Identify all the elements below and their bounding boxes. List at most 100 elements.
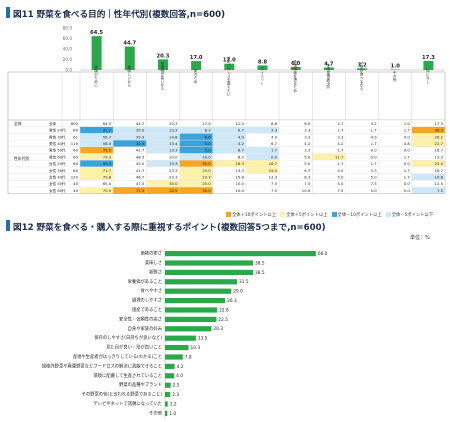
table-cell-bg (212, 160, 246, 167)
legend-item: 全体－10ポイント以上 (331, 212, 382, 218)
table-cell-bg (80, 173, 113, 181)
table-cell: 0.0 (404, 188, 411, 193)
table-cell-bg (80, 147, 113, 154)
row-label: 女性 20代 (49, 161, 66, 166)
table-cell-bg (312, 126, 346, 134)
table-cell: 7.5 (371, 181, 378, 186)
column-header: 美味しいから (127, 64, 132, 87)
table-cell: 7.5 (337, 188, 344, 193)
table-cell-bg (146, 147, 180, 154)
table-cell: 39.3 (136, 134, 145, 139)
y-tick-label: 20.0 (63, 57, 73, 62)
bar (165, 354, 183, 360)
bar (165, 260, 253, 266)
data-label: 6.0 (291, 61, 301, 67)
table-cell: 6.7 (238, 128, 245, 133)
table-cell-bg (279, 126, 313, 134)
table-cell-bg (246, 147, 279, 154)
table-cell-bg (412, 133, 445, 140)
table-cell-bg (246, 180, 279, 187)
data-label: 7.8 (185, 354, 192, 360)
row-label: 男性 60代 (49, 154, 66, 159)
table-cell: 5.0 (337, 175, 344, 180)
table-cell: 70.0 (103, 188, 112, 193)
data-label: 66.0 (318, 251, 328, 257)
table-cell: 3.2 (371, 121, 378, 126)
row-n: 120 (71, 175, 79, 180)
table-cell: 6.7 (238, 148, 245, 153)
table-cell-bg (412, 120, 445, 127)
table-cell-bg (345, 133, 379, 140)
table-cell: 7.5 (437, 188, 444, 193)
table-cell: 0.0 (404, 148, 411, 153)
data-label: 38.5 (255, 270, 265, 276)
table-cell-bg (179, 147, 213, 154)
table-cell: 23.3 (169, 168, 178, 173)
table-cell: 1.7 (371, 141, 378, 146)
figure11-title-marker (6, 7, 10, 18)
table-cell: 7.5 (271, 181, 278, 186)
table-cell-bg (179, 180, 213, 187)
table-cell: 0.8 (404, 141, 411, 146)
table-cell-bg (246, 126, 279, 134)
table-cell: 71.7 (103, 168, 112, 173)
table-cell-bg (345, 147, 379, 154)
category-label: 規格外野菜や廃棄野菜などフードロスの解決に貢献できること (42, 362, 162, 369)
table-cell-bg (80, 120, 113, 127)
data-label: 1.0 (169, 411, 176, 417)
table-cell-bg (80, 187, 113, 194)
table-cell: 30.0 (202, 161, 211, 166)
data-label: 1.2 (170, 401, 177, 407)
table-cell: 48.3 (136, 154, 145, 159)
table-cell-bg (378, 120, 412, 127)
category-label: その野菜の旬(と言われる野菜であること) (82, 391, 163, 398)
table-cell-bg (179, 160, 213, 167)
table-cell-bg (279, 153, 313, 160)
table-cell-bg (113, 140, 147, 147)
table-cell: 0.0 (371, 154, 378, 159)
table-cell: 6.7 (304, 168, 311, 173)
data-label: 31.5 (239, 279, 249, 285)
table-cell: 4.9 (238, 134, 245, 139)
table-cell: 30.0 (202, 188, 211, 193)
column-header: 特になし (425, 68, 430, 83)
category-label: 安全性・信頼性の高さ (119, 315, 162, 322)
table-cell: 12.0 (235, 121, 244, 126)
table-cell: 41.7 (136, 168, 145, 173)
category-label: 自身や家族の好み (128, 325, 163, 332)
table-cell: 1.7 (337, 148, 344, 153)
table-cell-bg (179, 140, 213, 147)
table-cell-bg (146, 133, 180, 140)
table-cell: 1.7 (404, 175, 411, 180)
table-cell: 3.3 (271, 128, 278, 133)
table-cell-bg (80, 160, 113, 167)
table-cell-bg (378, 153, 412, 160)
table-cell-bg (378, 180, 412, 187)
table-cell: 64.5 (103, 121, 112, 126)
legend-item: 全体＋10ポイント以上 (226, 212, 276, 218)
legend-swatch (331, 212, 337, 217)
table-cell: 65.0 (103, 181, 112, 186)
column-header: 栄養価が高いから (160, 61, 165, 91)
y-tick-label: 60.0 (63, 36, 73, 41)
table-cell-bg (212, 187, 246, 194)
bar (165, 382, 171, 388)
table-cell-bg (279, 133, 313, 140)
table-cell: 7.5 (304, 181, 311, 186)
row-n: 60 (73, 154, 78, 159)
bar (165, 335, 196, 341)
table-cell: 5.0 (337, 168, 344, 173)
bar (165, 307, 218, 313)
figure12-title-text: 図12 野菜を食べる・購入する際に重視するポイント(複数回答5つまで,n=600… (13, 223, 326, 233)
table-cell-bg (146, 187, 180, 194)
table-cell: 17.3 (435, 121, 444, 126)
table-cell-bg (312, 160, 346, 167)
table-cell: 7.5 (271, 188, 278, 193)
table-cell-bg (246, 187, 279, 194)
legend-label: 全体＋5ポイント以上 (286, 213, 328, 218)
table-cell-bg (146, 120, 180, 127)
table-cell: 5.0 (304, 161, 311, 166)
bar (357, 68, 368, 70)
column-header: 体のバランスを整えたい (226, 55, 231, 95)
data-label: 20.3 (213, 326, 223, 332)
